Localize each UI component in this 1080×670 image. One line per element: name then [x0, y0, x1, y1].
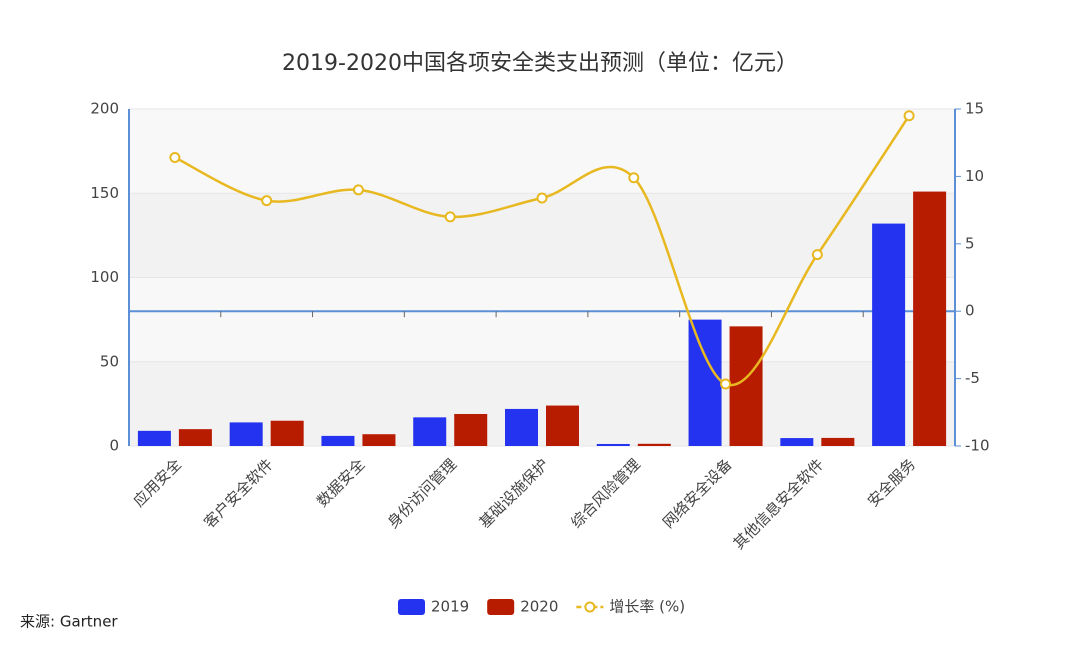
- legend-swatch: [398, 599, 425, 615]
- bar: [688, 319, 722, 446]
- y2-tick-label: 0: [965, 302, 975, 320]
- bar: [780, 438, 814, 446]
- y2-tick-label: 10: [965, 167, 984, 185]
- x-tick-label: 安全服务: [864, 455, 919, 510]
- x-tick-label: 应用安全: [130, 455, 185, 510]
- bar: [637, 443, 671, 446]
- y-tick-label: 50: [100, 352, 119, 370]
- chart-title: 2019-2020中国各项安全类支出预测（单位：亿元）: [282, 51, 798, 76]
- x-tick-label: 基础设施保护: [476, 455, 552, 531]
- line: [174, 115, 911, 387]
- line-point: [628, 172, 640, 184]
- line-point: [720, 378, 732, 390]
- legend-label: 2019: [431, 598, 469, 616]
- grid-band: [129, 109, 955, 194]
- line-point: [903, 110, 915, 122]
- legend-label: 2020: [520, 598, 558, 616]
- bar: [454, 413, 488, 446]
- line-point: [811, 249, 823, 261]
- bar: [362, 434, 396, 446]
- x-tick-label: 数据安全: [313, 455, 368, 510]
- x-tick-label: 网络安全设备: [659, 455, 735, 531]
- grid-band: [129, 193, 955, 278]
- legend-label: 增长率 (%): [609, 598, 685, 616]
- source: 来源: Gartner: [20, 613, 118, 631]
- line-point: [352, 184, 364, 196]
- x-tick-label: 其他信息安全软件: [730, 455, 828, 553]
- y-tick-label: 0: [109, 437, 119, 455]
- line-point: [169, 152, 181, 164]
- bar: [321, 435, 355, 446]
- bar: [913, 191, 947, 446]
- grid-band: [129, 361, 955, 446]
- grid-band: [129, 277, 955, 362]
- x-tick-label: 综合风险管理: [567, 455, 643, 531]
- line-point: [444, 211, 456, 223]
- x-tick-label: 客户安全软件: [200, 455, 276, 531]
- legend-swatch: [487, 599, 515, 615]
- bar: [178, 429, 212, 446]
- y-tick-label: 100: [90, 268, 119, 286]
- legend-swatch: [584, 601, 596, 613]
- y2-tick-label: -10: [965, 437, 990, 455]
- line-point: [536, 192, 548, 204]
- line-point: [261, 195, 273, 207]
- y-tick-label: 150: [90, 184, 119, 202]
- y2-tick-label: 5: [965, 234, 975, 252]
- bar: [137, 430, 171, 446]
- y2-tick-label: -5: [965, 369, 980, 387]
- x-tick-label: 身份访问管理: [384, 455, 460, 531]
- bar: [872, 223, 906, 446]
- bar: [729, 326, 763, 446]
- bar: [413, 417, 447, 446]
- y2-tick-label: 15: [965, 100, 984, 118]
- bar: [505, 408, 538, 446]
- bar: [596, 443, 630, 446]
- bar: [546, 405, 579, 446]
- bar: [821, 437, 855, 446]
- y-tick-label: 200: [90, 100, 119, 118]
- bar: [270, 420, 304, 446]
- bar: [229, 422, 263, 446]
